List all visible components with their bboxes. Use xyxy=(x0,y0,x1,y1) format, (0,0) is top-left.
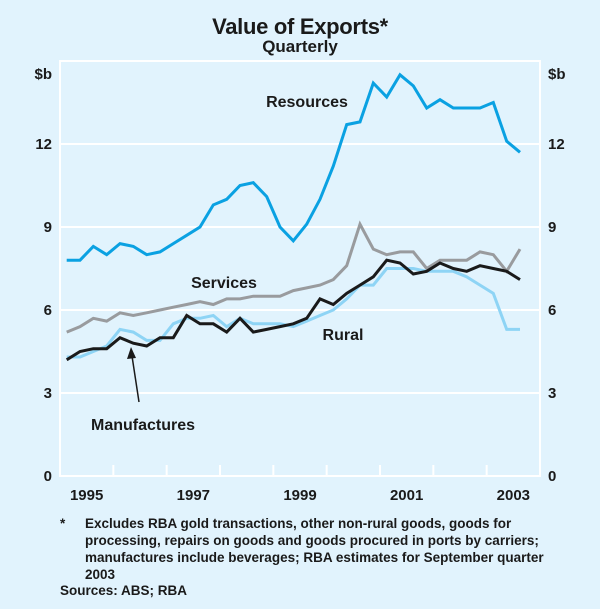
gridlines xyxy=(60,143,540,394)
sources-note: Sources: ABS; RBA xyxy=(60,583,188,598)
x-tick-label: 2001 xyxy=(390,487,423,504)
x-axis-ticks xyxy=(112,465,488,476)
y-tick-label-left: 9 xyxy=(44,219,52,236)
series-label-resources: Resources xyxy=(266,94,348,111)
y-tick-label-left: 0 xyxy=(44,468,52,485)
plot-frame xyxy=(59,60,541,477)
series-line-rural xyxy=(65,258,521,362)
series-line-services xyxy=(66,220,522,334)
y-unit-label-left: $b xyxy=(34,66,52,83)
footnote-marker: * xyxy=(60,516,66,531)
y-tick-label-right: 6 xyxy=(548,302,556,319)
y-tick-label-left: 3 xyxy=(44,385,52,402)
x-tick-label: 1999 xyxy=(283,487,316,504)
annotation-arrow-line xyxy=(131,355,140,403)
y-axis-labels: 0 0 3 3 6 6 9 9 12 12 $b $b xyxy=(34,66,565,485)
y-tick-label-left: 12 xyxy=(35,136,52,153)
chart-title: Value of Exports* xyxy=(212,14,388,39)
plot-border xyxy=(59,60,541,477)
series-label-manufactures: Manufactures xyxy=(91,417,195,434)
y-tick-label-right: 0 xyxy=(548,468,556,485)
x-axis-labels: 1995 1997 1999 2001 2003 xyxy=(70,487,530,504)
y-tick-label-left: 6 xyxy=(44,302,52,319)
annotation-arrow-head xyxy=(127,347,136,359)
series-labels: Resources Services Rural Manufactures xyxy=(91,94,363,434)
y-tick-label-right: 9 xyxy=(548,219,556,236)
series-label-services: Services xyxy=(191,275,257,292)
y-tick-label-right: 3 xyxy=(548,385,556,402)
series-line-manufactures xyxy=(66,267,520,359)
series-lines xyxy=(65,72,522,362)
chart-subtitle: Quarterly xyxy=(262,37,338,56)
x-tick-label: 1995 xyxy=(70,487,103,504)
y-unit-label-right: $b xyxy=(548,66,566,83)
x-tick-label: 1997 xyxy=(177,487,210,504)
series-line-resources xyxy=(66,72,521,262)
footnote: * Excludes RBA gold transactions, other … xyxy=(60,515,560,583)
series-label-rural: Rural xyxy=(323,327,364,344)
x-tick-label: 2003 xyxy=(497,487,530,504)
y-tick-label-right: 12 xyxy=(548,136,565,153)
footnote-text: Excludes RBA gold transactions, other no… xyxy=(85,516,544,582)
